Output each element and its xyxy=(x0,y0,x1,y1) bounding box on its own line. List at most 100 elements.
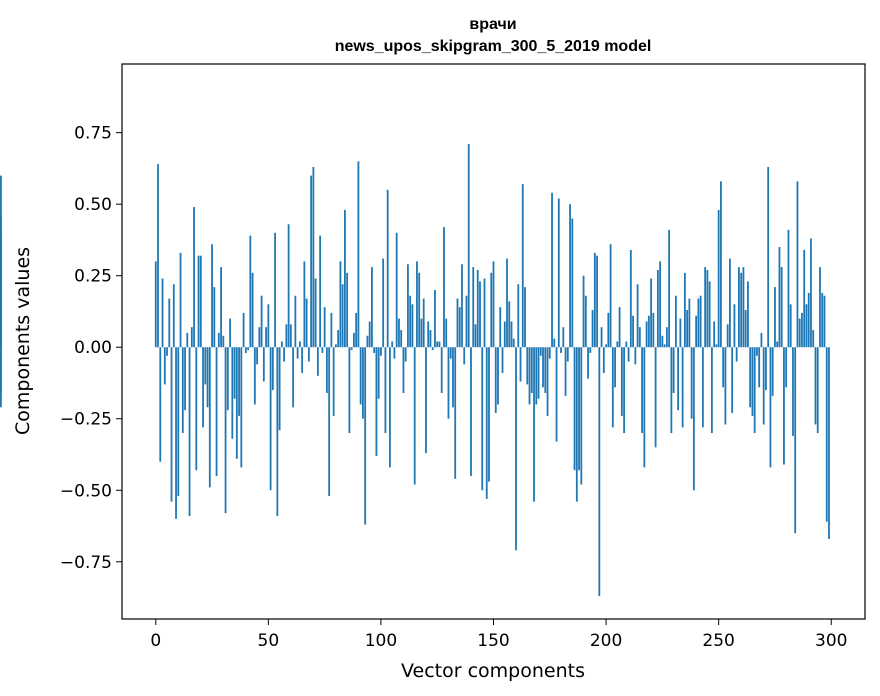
bar xyxy=(271,347,274,391)
bar xyxy=(445,318,448,348)
bar xyxy=(665,327,668,348)
bar xyxy=(584,295,587,348)
bar xyxy=(328,347,331,496)
bar xyxy=(377,347,380,399)
bar xyxy=(407,264,409,348)
bar xyxy=(672,347,675,393)
bar xyxy=(454,347,457,479)
bar xyxy=(744,310,747,348)
bar xyxy=(650,278,653,348)
bar xyxy=(776,341,779,348)
bar xyxy=(499,307,502,348)
bar xyxy=(661,335,664,348)
bar xyxy=(526,347,529,385)
bar xyxy=(816,347,819,434)
bar xyxy=(247,347,249,351)
bar xyxy=(213,287,216,348)
bar xyxy=(285,324,288,348)
bar xyxy=(645,321,648,348)
bar xyxy=(555,347,558,442)
bar xyxy=(686,310,689,348)
bar xyxy=(749,347,752,408)
x-tick-label: 300 xyxy=(815,631,847,651)
bar xyxy=(411,304,414,348)
bar xyxy=(474,324,477,348)
bar xyxy=(695,315,698,348)
bar xyxy=(783,347,785,465)
bar xyxy=(242,312,245,348)
bar xyxy=(278,347,281,431)
bar xyxy=(436,341,439,348)
bar xyxy=(501,347,504,373)
bar xyxy=(607,312,610,348)
bar xyxy=(557,198,560,348)
bar xyxy=(492,261,495,348)
bar xyxy=(159,347,162,462)
bar xyxy=(256,347,258,365)
bar xyxy=(740,272,743,348)
bar xyxy=(375,347,378,456)
bar xyxy=(179,252,182,348)
bar xyxy=(711,347,713,434)
x-tick-label: 50 xyxy=(258,631,280,651)
y-tick-label: 0.25 xyxy=(74,267,112,287)
bar xyxy=(546,347,549,416)
y-tick-label: −0.50 xyxy=(60,481,112,501)
bar xyxy=(195,347,198,471)
y-tick-label: −0.25 xyxy=(60,410,112,430)
bar xyxy=(618,307,621,348)
bar xyxy=(785,347,788,388)
bar xyxy=(355,312,358,348)
bar xyxy=(638,327,641,348)
bar xyxy=(422,298,425,348)
bar xyxy=(706,269,709,348)
bar xyxy=(181,347,184,434)
bar xyxy=(470,347,472,476)
bar xyxy=(652,312,655,348)
bar xyxy=(679,318,682,348)
bar xyxy=(461,264,463,348)
bar xyxy=(184,347,186,411)
y-tick-label: 0.50 xyxy=(74,195,112,215)
bar xyxy=(688,298,691,348)
bar xyxy=(753,347,756,434)
bar xyxy=(319,235,322,348)
bar xyxy=(600,327,603,348)
bar xyxy=(659,261,662,348)
bar xyxy=(627,347,630,362)
bar xyxy=(366,335,369,348)
bar xyxy=(508,301,511,348)
bar xyxy=(542,347,544,388)
bar xyxy=(204,347,207,385)
bar xyxy=(810,238,812,348)
bar xyxy=(440,347,443,393)
bar xyxy=(402,347,405,393)
bar xyxy=(756,347,758,356)
bar xyxy=(168,298,171,348)
bar xyxy=(751,347,754,416)
bars xyxy=(0,144,830,597)
bar xyxy=(580,347,583,485)
bar xyxy=(701,347,704,428)
bar xyxy=(731,347,734,414)
bar xyxy=(767,166,770,348)
bar xyxy=(643,347,646,468)
bar xyxy=(233,347,236,399)
bar xyxy=(668,229,671,348)
bar xyxy=(803,249,806,348)
bar xyxy=(625,341,628,348)
bar xyxy=(389,347,391,468)
plot-frame xyxy=(121,63,866,620)
bar xyxy=(708,281,711,348)
bar xyxy=(641,347,643,434)
bar xyxy=(481,347,484,491)
bar xyxy=(177,347,180,496)
y-tick-label: 0.75 xyxy=(74,124,112,144)
bar xyxy=(771,347,774,396)
bar xyxy=(656,269,659,348)
bar xyxy=(289,324,292,348)
bar xyxy=(386,189,389,348)
bar xyxy=(276,347,279,517)
bar xyxy=(188,347,191,517)
bar xyxy=(812,330,815,348)
